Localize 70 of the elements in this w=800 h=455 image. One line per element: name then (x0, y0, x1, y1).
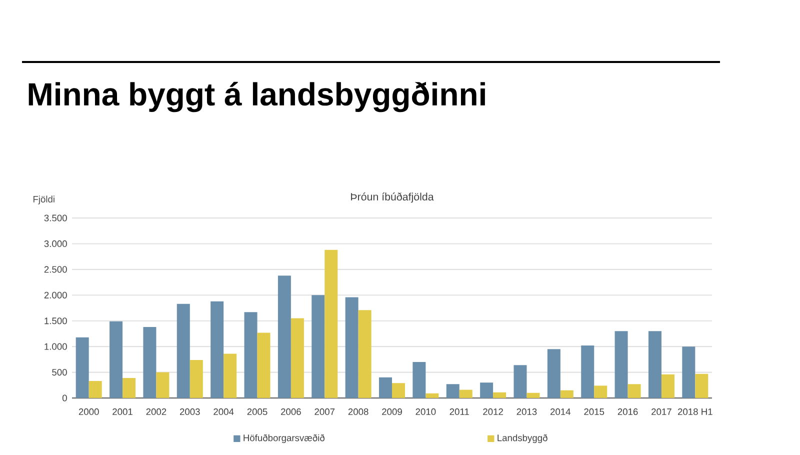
x-tick-label: 2004 (214, 408, 234, 416)
bar (312, 295, 325, 398)
bar (661, 374, 674, 398)
y-tick-label: 1.000 (44, 343, 67, 350)
x-tick-label: 2000 (78, 408, 99, 416)
x-tick-label: 2009 (382, 408, 402, 416)
x-tick-label: 2018 H1 (678, 408, 712, 416)
bar (156, 372, 170, 398)
bar (190, 360, 203, 398)
bar (176, 304, 190, 398)
chart-subtitle: Þróun íbúðafjölda (351, 192, 434, 203)
bar (648, 331, 662, 398)
x-tick-label: 2010 (416, 408, 436, 416)
y-tick-label: 3.000 (44, 240, 67, 248)
bar (493, 392, 506, 398)
y-tick-label: 1.500 (44, 318, 67, 324)
y-tick-label: 2.500 (44, 266, 67, 273)
bar (412, 362, 426, 398)
x-tick-label: 2014 (550, 408, 571, 416)
bar (110, 321, 123, 398)
bar (459, 390, 472, 398)
bar (560, 390, 574, 398)
y-tick-label: 3.500 (44, 214, 67, 222)
bar (480, 382, 494, 398)
bar (526, 392, 540, 398)
x-tick-label: 2015 (584, 408, 604, 416)
legend-label: Landsbyggð (498, 434, 548, 444)
bar (358, 310, 372, 398)
bar (244, 312, 258, 398)
x-tick-label: 2016 (618, 408, 638, 416)
bar (143, 327, 156, 398)
x-tick-label: 2012 (483, 408, 503, 416)
bar (278, 276, 291, 398)
bar (392, 383, 405, 398)
y-tick-label: 500 (52, 369, 67, 376)
x-tick-label: 2007 (314, 408, 335, 416)
x-tick-label: 2003 (180, 408, 200, 416)
bar (122, 378, 136, 398)
bar (379, 377, 392, 398)
x-tick-label: 2017 (652, 408, 672, 416)
x-tick-label: 2005 (247, 408, 268, 416)
bar (324, 250, 338, 398)
x-tick-label: 2011 (450, 408, 469, 416)
bar (88, 381, 102, 398)
bar (290, 318, 304, 398)
bar (514, 365, 527, 398)
y-tick-label: 2.000 (44, 292, 67, 298)
bar (628, 384, 641, 398)
x-tick-label: 2013 (516, 408, 537, 416)
y-axis-title: Fjöldi (33, 196, 54, 204)
x-tick-label: 2001 (112, 408, 132, 416)
bar (224, 354, 237, 398)
bar (614, 331, 628, 398)
y-tick-label: 0 (62, 394, 67, 402)
x-tick-label: 2002 (146, 408, 166, 416)
bar (547, 349, 560, 398)
bar (426, 393, 439, 398)
x-tick-label: 2006 (281, 408, 301, 416)
bar (257, 332, 270, 398)
bar (345, 297, 358, 398)
bar (581, 346, 594, 398)
bar (594, 386, 608, 398)
bar (76, 337, 89, 398)
bar (446, 384, 460, 398)
chart-title: Minna byggt á landsbyggðinni (28, 82, 485, 112)
bar (210, 301, 224, 398)
legend-label: Höfuðborgarsvæðið (244, 434, 325, 444)
bar (695, 374, 708, 398)
bar (682, 346, 696, 398)
x-tick-label: 2008 (348, 408, 368, 416)
